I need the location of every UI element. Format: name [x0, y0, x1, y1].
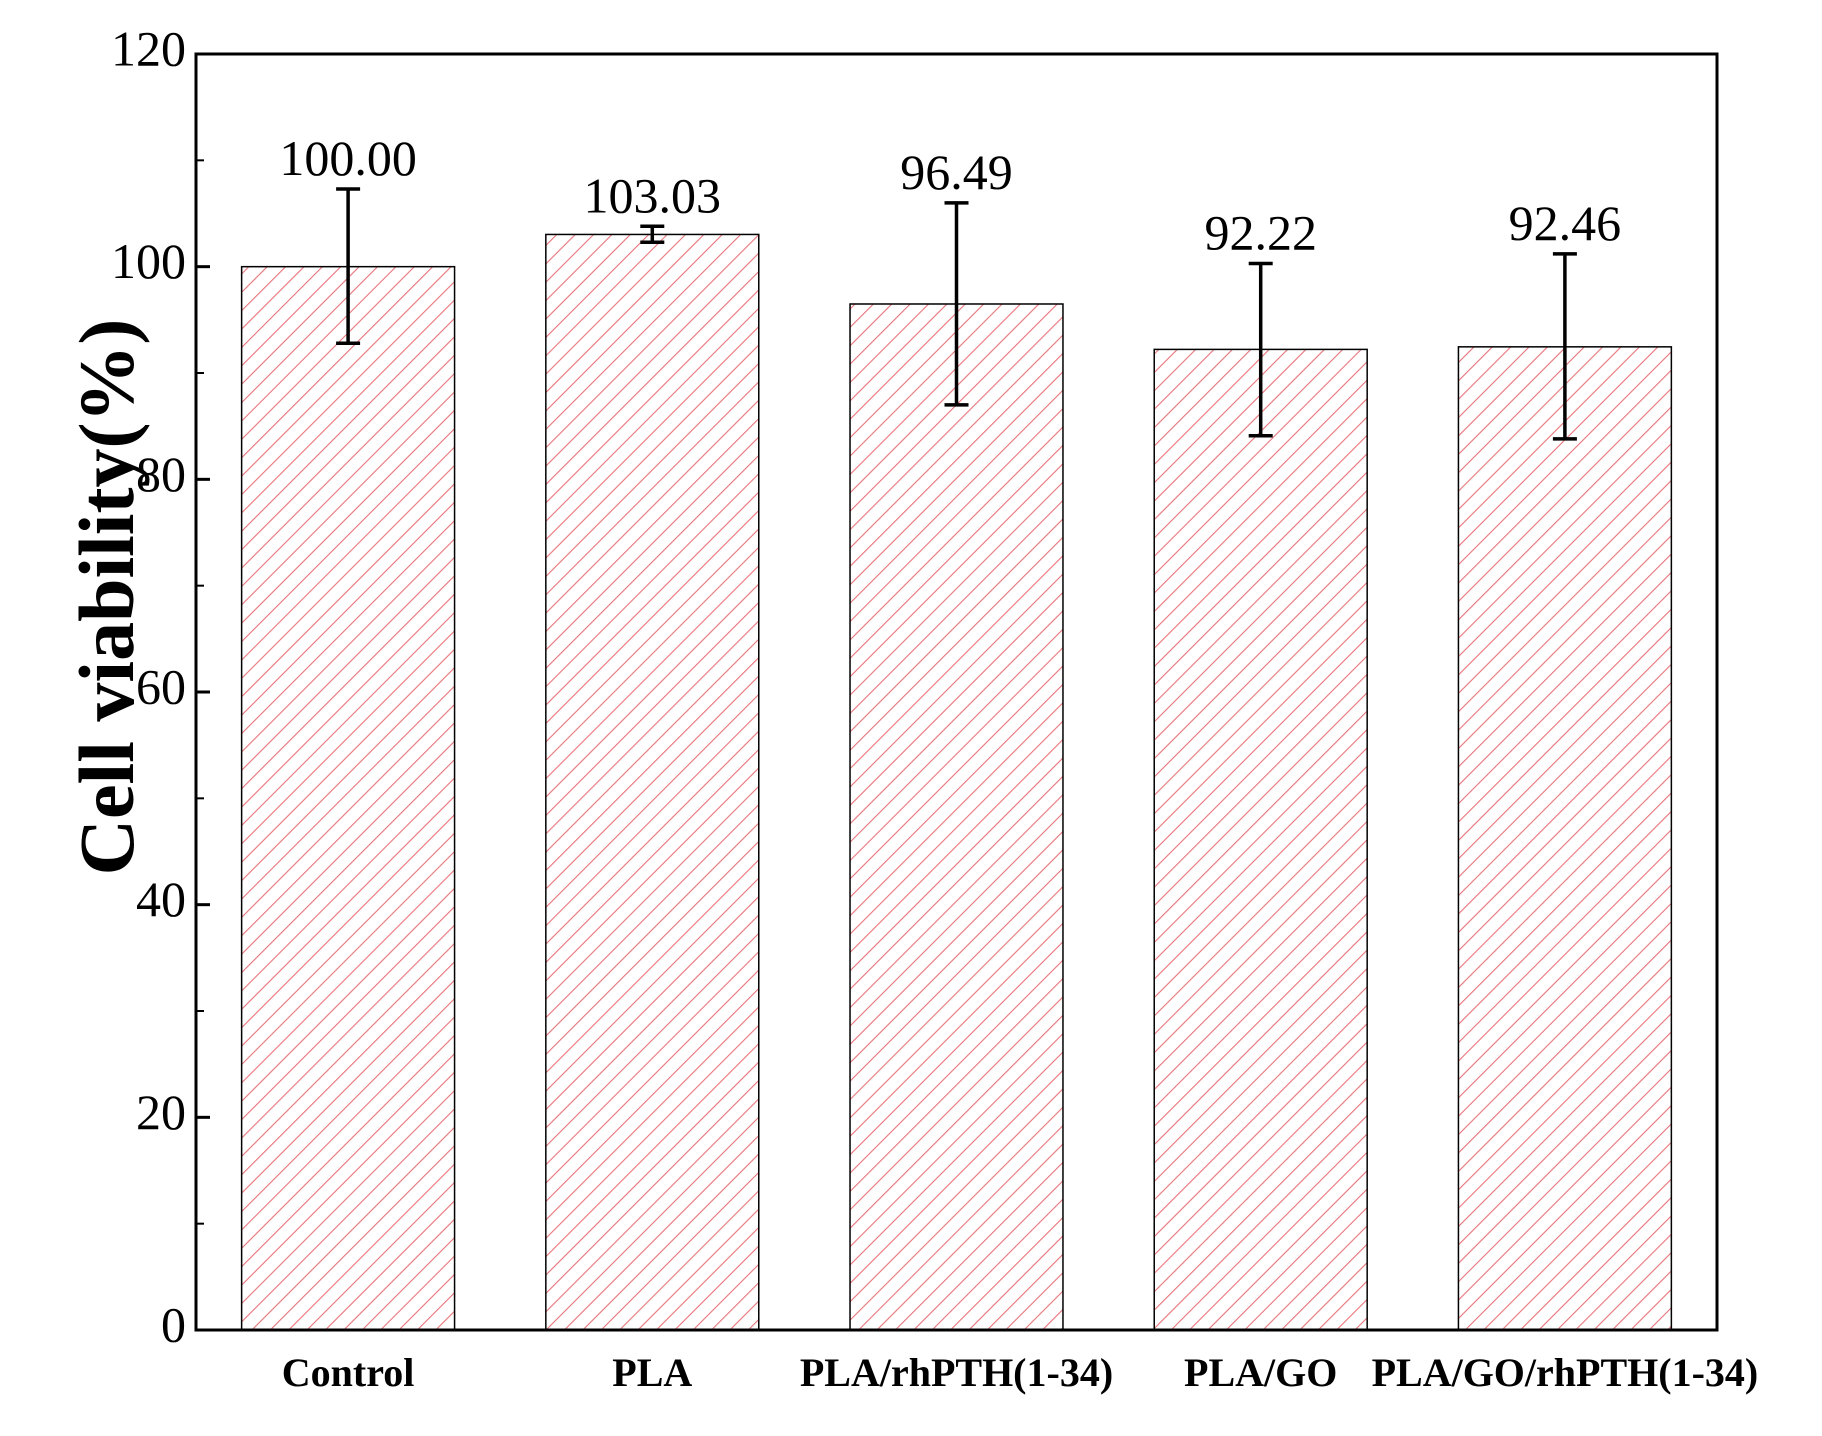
- data-value-label: 92.46: [1509, 195, 1622, 251]
- bar: [849, 303, 1064, 1331]
- y-tick-label: 100: [111, 233, 186, 289]
- bar: [1457, 346, 1673, 1331]
- y-tick-label: 20: [136, 1084, 186, 1140]
- y-axis-title: Cell viability(%): [63, 319, 150, 876]
- bar: [1153, 348, 1368, 1331]
- x-tick-label: PLA/GO/rhPTH(1-34): [1372, 1350, 1759, 1395]
- bars-layer: [240, 233, 1673, 1331]
- y-tick-label: 0: [161, 1296, 186, 1352]
- axes-layer: [194, 52, 1719, 1332]
- x-tick-label: Control: [282, 1350, 415, 1395]
- x-tick-label: PLA: [612, 1350, 692, 1395]
- error-bars-layer: [336, 187, 1577, 441]
- bar: [545, 233, 760, 1331]
- y-tick-label: 60: [136, 658, 186, 714]
- bar: [240, 265, 456, 1331]
- data-value-label: 92.22: [1204, 204, 1317, 260]
- data-value-label: 103.03: [584, 167, 722, 223]
- labels-layer: 100.00 Control 103.03 PLA 96.49 PLA/rhPTH(1-3…: [111, 20, 1758, 1395]
- y-tick-label: 80: [136, 446, 186, 502]
- data-value-label: 96.49: [900, 144, 1013, 200]
- x-tick-label: PLA/rhPTH(1-34): [800, 1350, 1113, 1395]
- y-tick-label: 40: [136, 871, 186, 927]
- data-value-label: 100.00: [279, 130, 417, 186]
- x-tick-label: PLA/GO: [1184, 1350, 1337, 1395]
- y-tick-label: 120: [111, 20, 186, 76]
